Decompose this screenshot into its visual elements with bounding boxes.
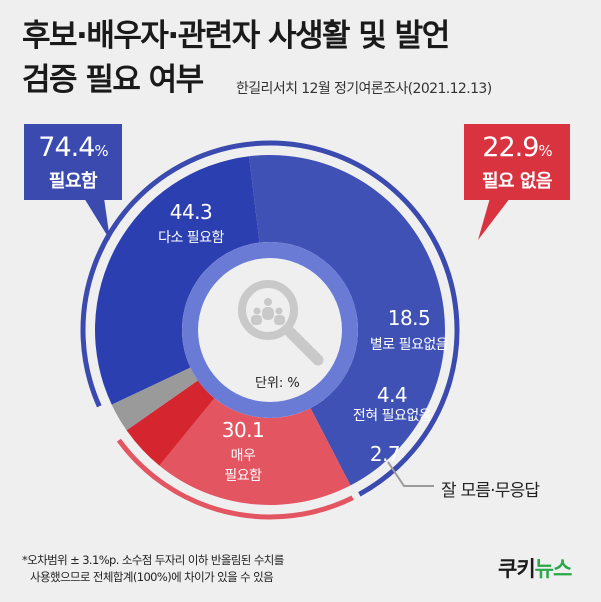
kukinews-logo: 쿠키뉴스 [498, 557, 572, 581]
callout-need-value: 74.4 [38, 132, 95, 163]
label-very-name-2: 필요함 [224, 468, 262, 484]
callout-need-percent: % [94, 142, 108, 160]
footnote-line-1: *오차범위 ± 3.1%p. 소수점 두자리 이하 반올림된 수치를 [22, 553, 284, 567]
callout-no-value: 22.9 [482, 132, 539, 163]
footnote: *오차범위 ± 3.1%p. 소수점 두자리 이하 반올림된 수치를 사용했으므… [22, 552, 284, 586]
label-somewhat-value: 44.3 [170, 200, 213, 224]
callout-no-percent: % [538, 142, 552, 160]
label-dontknow-value: 2.7 [370, 442, 400, 466]
magnifier-people-icon [238, 280, 324, 366]
label-somewhat-name: 다소 필요함 [158, 230, 224, 246]
slice-very-needed [94, 156, 260, 405]
unit-label: 단위: % [255, 376, 300, 391]
footnote-line-2: 사용했으므로 전체합계(100%)에 차이가 있을 수 있음 [30, 570, 274, 584]
label-notatall-name: 전혀 필요없음 [353, 408, 432, 424]
label-notreally-value: 18.5 [388, 306, 431, 330]
title-line-2: 검증 필요 여부 [22, 62, 204, 98]
label-notatall-value: 4.4 [377, 383, 407, 407]
chart-title: 후보·배우자·관련자 사생활 및 발언 검증 필요 여부 [22, 14, 450, 102]
dont-know-label: 잘 모름·무응답 [441, 481, 540, 501]
slice-dont-know [111, 367, 198, 431]
label-very-value: 30.1 [222, 418, 265, 442]
donut-hole [198, 258, 342, 402]
slice-not-needed-at-all [126, 380, 215, 466]
slice-not-really-needed [159, 398, 351, 505]
callout-no-pointer [478, 198, 510, 240]
group-ring-no [116, 438, 354, 520]
group-ring-need [80, 140, 460, 497]
callout-need: 74.4% 필요함 [24, 124, 122, 200]
callout-no-label: 필요 없음 [481, 171, 553, 192]
callout-need-label: 필요함 [48, 171, 98, 192]
label-notreally-name: 별로 필요없음 [370, 337, 449, 353]
source-label: 한길리서치 12월 정기여론조사(2021.12.13) [236, 81, 492, 97]
dont-know-leader [387, 461, 434, 487]
label-very-name-1: 매우 [231, 448, 256, 464]
title-line-1: 후보·배우자·관련자 사생활 및 발언 [22, 18, 450, 54]
callout-no: 22.9% 필요 없음 [464, 124, 570, 200]
slice-somewhat-needed [249, 155, 445, 486]
callout-need-pointer [84, 198, 110, 240]
